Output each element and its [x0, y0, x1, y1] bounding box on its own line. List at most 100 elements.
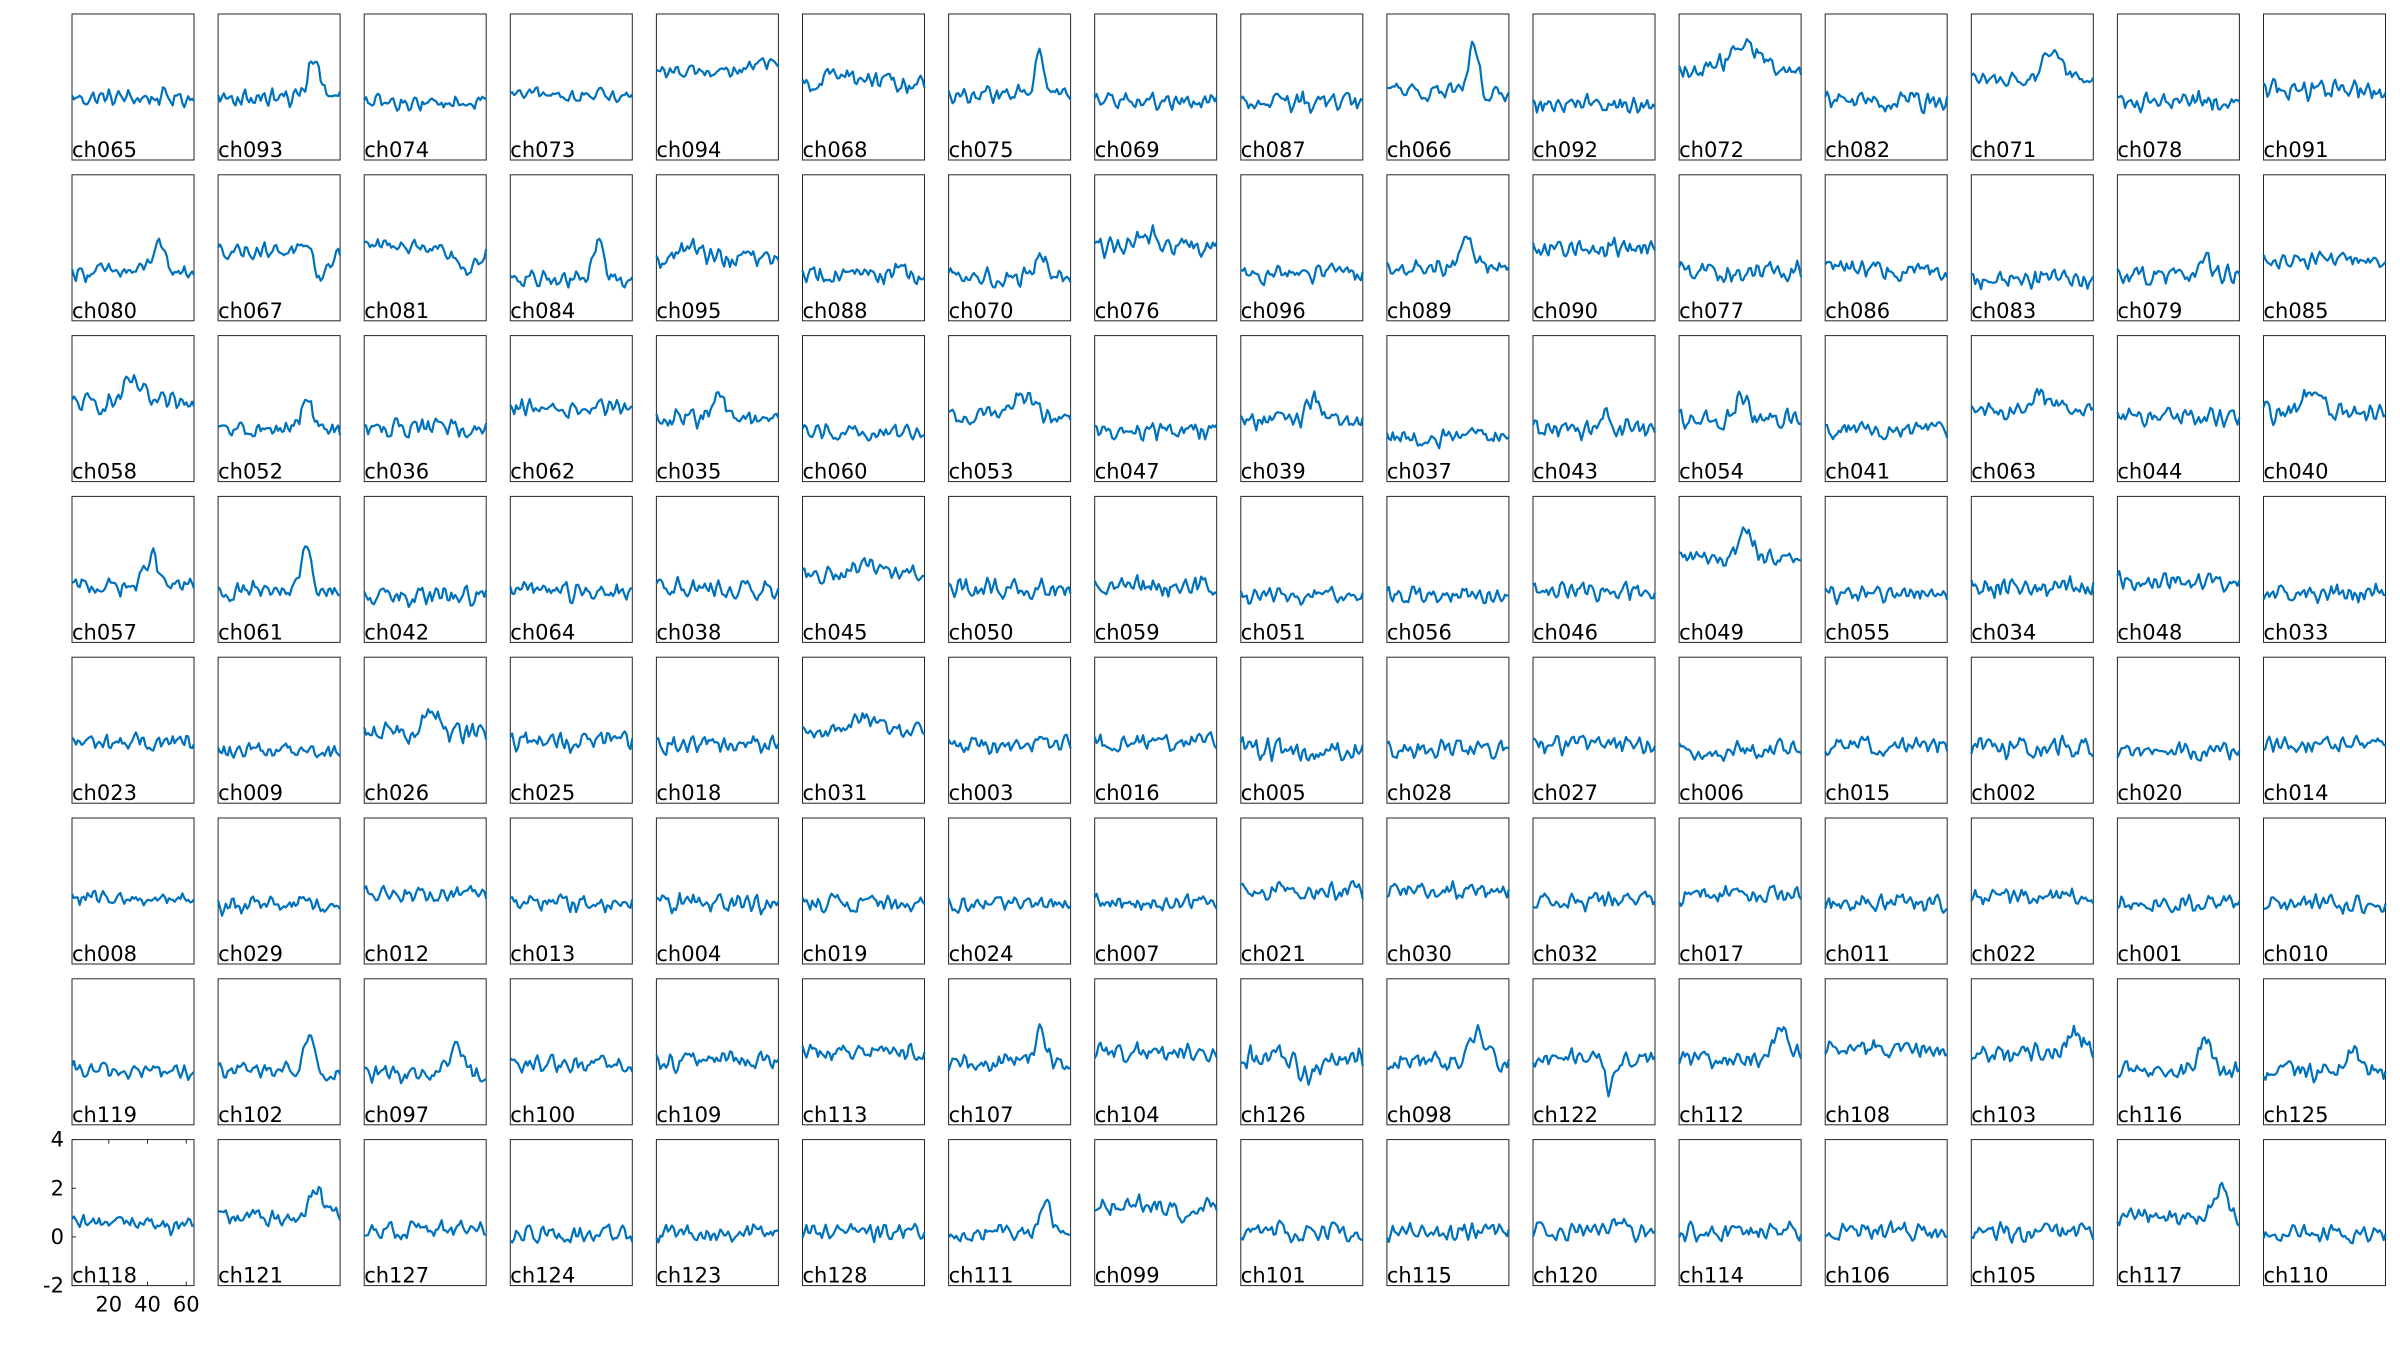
panel-frame — [1678, 817, 1802, 965]
channel-label: ch081 — [364, 299, 429, 323]
panel-frame — [217, 656, 341, 804]
trace-line — [947, 47, 1072, 105]
panel-frame — [655, 656, 779, 804]
trace-line — [2262, 1223, 2387, 1245]
panel-frame — [363, 978, 487, 1126]
channel-panel-ch109: ch109 — [655, 978, 780, 1127]
channel-panel-ch115: ch115 — [1385, 1139, 1510, 1288]
channel-panel-ch106: ch106 — [1824, 1139, 1948, 1288]
trace-line — [1970, 734, 2095, 761]
channel-panel-ch038: ch038 — [655, 495, 780, 644]
panel-frame — [1532, 1139, 1656, 1287]
channel-label: ch128 — [803, 1264, 868, 1288]
channel-label: ch121 — [218, 1264, 283, 1288]
panel-frame — [802, 978, 925, 1126]
panel-frame — [1386, 495, 1510, 643]
channel-panel-ch060: ch060 — [801, 335, 925, 484]
channel-panel-ch079: ch079 — [2116, 174, 2241, 323]
channel-label: ch126 — [1241, 1103, 1306, 1127]
panel-frame — [1532, 335, 1656, 483]
channel-label: ch048 — [2117, 620, 2182, 644]
trace-line — [1678, 37, 1803, 79]
panel-frame — [363, 1139, 487, 1287]
channel-label: ch108 — [1825, 1103, 1890, 1127]
panel-frame — [1094, 978, 1218, 1126]
channel-label: ch063 — [1971, 460, 2036, 484]
channel-label: ch098 — [1387, 1103, 1452, 1127]
trace-line — [655, 56, 780, 79]
panel-frame — [1970, 174, 2094, 322]
channel-panel-ch003: ch003 — [947, 656, 1072, 805]
trace-line — [2116, 406, 2241, 428]
panel-frame — [2263, 335, 2386, 483]
channel-label: ch022 — [1971, 942, 2036, 966]
panel-frame — [1678, 656, 1802, 804]
panel-frame — [509, 495, 633, 643]
panel-frame — [655, 174, 779, 322]
trace-line — [363, 584, 488, 609]
channel-label: ch035 — [656, 460, 721, 484]
channel-panel-ch085: ch085 — [2262, 174, 2387, 323]
channel-panel-ch087: ch087 — [1240, 13, 1364, 162]
channel-panel-ch068: ch068 — [801, 13, 926, 162]
channel-label: ch020 — [2117, 781, 2182, 805]
trace-line — [1678, 259, 1803, 284]
panel-frame — [1386, 656, 1510, 804]
panel-frame — [802, 174, 925, 322]
channel-panel-ch043: ch043 — [1531, 335, 1657, 484]
channel-label: ch125 — [2264, 1103, 2329, 1127]
channel-panel-ch118: ch118 -2 0 2 4 20 40 60 — [43, 1128, 200, 1317]
channel-panel-ch031: ch031 — [801, 656, 926, 805]
channel-panel-ch072: ch072 — [1678, 13, 1803, 162]
channel-label: ch096 — [1241, 299, 1306, 323]
channel-label: ch014 — [2264, 781, 2329, 805]
panel-frame — [2263, 1139, 2386, 1287]
trace-line — [947, 576, 1072, 601]
channel-panel-ch113: ch113 — [801, 978, 926, 1127]
trace-line — [1824, 90, 1949, 115]
trace-line — [2263, 893, 2387, 915]
channel-label: ch005 — [1241, 781, 1306, 805]
trace-line — [217, 60, 342, 109]
panel-frame — [1094, 174, 1218, 322]
trace-line — [948, 391, 1072, 426]
channel-panel-ch121: ch121 — [217, 1139, 342, 1288]
panel-frame — [1970, 817, 2094, 965]
channel-panel-ch127: ch127 — [363, 1139, 487, 1288]
trace-line — [2262, 582, 2386, 605]
channel-panel-ch117: ch117 — [2116, 1139, 2241, 1288]
trace-line — [1970, 387, 2095, 421]
trace-line — [1386, 738, 1510, 760]
trace-line — [1094, 422, 1218, 442]
channel-label: ch112 — [1679, 1103, 1744, 1127]
channel-label: ch032 — [1533, 942, 1598, 966]
channel-label: ch023 — [72, 781, 137, 805]
panel-frame — [655, 495, 779, 643]
channel-label: ch028 — [1387, 781, 1452, 805]
trace-line — [1240, 262, 1364, 287]
channel-panel-ch066: ch066 — [1386, 13, 1510, 162]
channel-label: ch101 — [1241, 1264, 1306, 1288]
trace-line — [1093, 224, 1218, 260]
channel-label: ch117 — [2117, 1264, 2182, 1288]
channel-panel-ch089: ch089 — [1385, 174, 1510, 323]
trace-line — [1240, 90, 1364, 114]
channel-label: ch021 — [1241, 942, 1306, 966]
channel-label: ch078 — [2117, 138, 2182, 162]
channel-label: ch109 — [656, 1103, 721, 1127]
channel-panel-ch073: ch073 — [509, 13, 634, 162]
trace-line — [2262, 250, 2387, 271]
trace-line — [1386, 40, 1510, 103]
channel-panel-ch005: ch005 — [1239, 656, 1364, 805]
channel-label: ch120 — [1533, 1264, 1598, 1288]
panel-frame — [71, 13, 195, 161]
trace-line — [1970, 887, 2095, 906]
y-tick-label: -2 — [43, 1274, 64, 1298]
trace-line — [1093, 892, 1218, 912]
channel-panel-ch059: ch059 — [1093, 495, 1218, 644]
channel-panel-ch032: ch032 — [1532, 817, 1656, 966]
channel-label: ch037 — [1387, 460, 1452, 484]
channel-panel-ch004: ch004 — [655, 817, 780, 966]
trace-line — [1531, 1217, 1656, 1244]
channel-label: ch069 — [1095, 138, 1160, 162]
